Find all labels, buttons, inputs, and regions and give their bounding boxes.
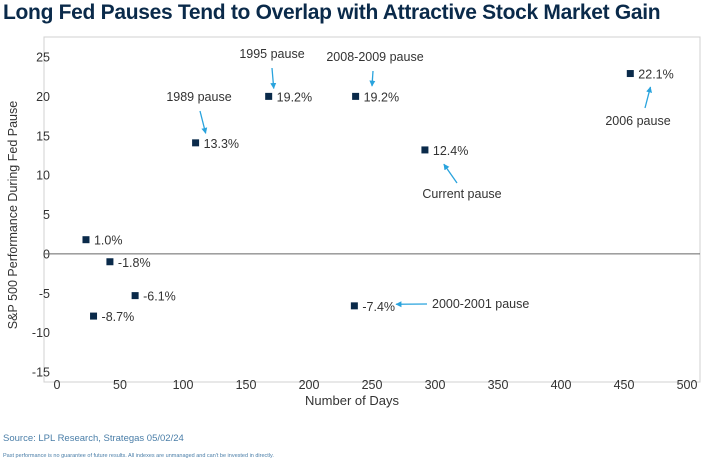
y-tick-label: 10 xyxy=(36,169,50,183)
plot-frame xyxy=(43,36,701,383)
x-tick-label: 500 xyxy=(677,378,698,392)
annotation-arrow xyxy=(270,67,277,89)
annotation-arrow xyxy=(199,110,208,134)
data-label: -7.4% xyxy=(362,300,395,314)
data-label: 19.2% xyxy=(277,90,312,104)
data-point xyxy=(421,146,429,154)
annotation-arrow xyxy=(369,70,376,87)
y-tick-label: 5 xyxy=(43,208,50,222)
data-point xyxy=(90,312,98,320)
x-tick-label: 100 xyxy=(173,378,194,392)
x-tick-label: 450 xyxy=(614,378,635,392)
data-label: -1.8% xyxy=(118,256,151,270)
annotation-label: 2006 pause xyxy=(605,114,670,128)
x-tick-label: 300 xyxy=(425,378,446,392)
y-tick-label: -15 xyxy=(32,366,50,380)
annotation-label: 1995 pause xyxy=(239,47,304,61)
data-label: -8.7% xyxy=(102,310,135,324)
y-tick-label: 15 xyxy=(36,129,50,143)
y-tick-label: -10 xyxy=(32,326,50,340)
data-label: 19.2% xyxy=(364,90,399,104)
data-point xyxy=(350,302,358,310)
y-axis-label: S&P 500 Performance During Fed Pause xyxy=(6,101,20,329)
annotation-label: Current pause xyxy=(422,187,501,201)
data-label: 22.1% xyxy=(638,68,673,82)
data-point xyxy=(82,236,90,244)
x-tick-label: 250 xyxy=(362,378,383,392)
x-tick-label: 350 xyxy=(488,378,509,392)
x-axis-label: Number of Days xyxy=(305,393,399,408)
annotation-arrow xyxy=(443,163,458,184)
y-tick-label: -5 xyxy=(39,287,50,301)
annotation-arrows xyxy=(199,67,652,308)
data-points xyxy=(82,70,634,320)
data-label: 13.3% xyxy=(204,137,239,151)
annotation-label: 1989 pause xyxy=(166,90,231,104)
annotation-arrow xyxy=(644,86,652,109)
data-labels: 22.1%19.2% 19.2%13.3%12.4%1.0%-1.8%-6.1%-… xyxy=(94,68,674,325)
data-point xyxy=(192,139,200,147)
annotations: 1995 pause 2008-2009 pause 1989 pause 2006 … xyxy=(166,47,670,311)
annotation-label: 2000-2001 pause xyxy=(432,297,529,311)
data-point xyxy=(626,70,634,78)
data-label: -6.1% xyxy=(143,290,176,304)
chart-title: Long Fed Pauses Tend to Overlap with Att… xyxy=(3,1,661,24)
data-label: 1.0% xyxy=(94,234,123,248)
y-tick-label: 25 xyxy=(36,51,50,65)
y-axis: 2520151050-5-10-15 xyxy=(32,51,50,380)
x-tick-label: 150 xyxy=(236,378,257,392)
data-point xyxy=(352,92,360,100)
x-tick-label: 50 xyxy=(113,378,127,392)
x-axis: 0 50 100 150 200 250 300 350 400 450 500 xyxy=(54,378,698,392)
x-tick-label: 200 xyxy=(299,378,320,392)
disclaimer: Past performance is no guarantee of futu… xyxy=(3,453,274,459)
data-point xyxy=(265,92,273,100)
annotation-label: 2008-2009 pause xyxy=(326,50,423,64)
data-point xyxy=(106,258,114,266)
data-point xyxy=(131,292,139,300)
x-tick-label: 400 xyxy=(551,378,572,392)
y-tick-label: 20 xyxy=(36,90,50,104)
data-label: 12.4% xyxy=(433,144,468,158)
source-note: Source: LPL Research, Strategas 05/02/24 xyxy=(3,433,184,444)
x-tick-label: 0 xyxy=(54,378,61,392)
